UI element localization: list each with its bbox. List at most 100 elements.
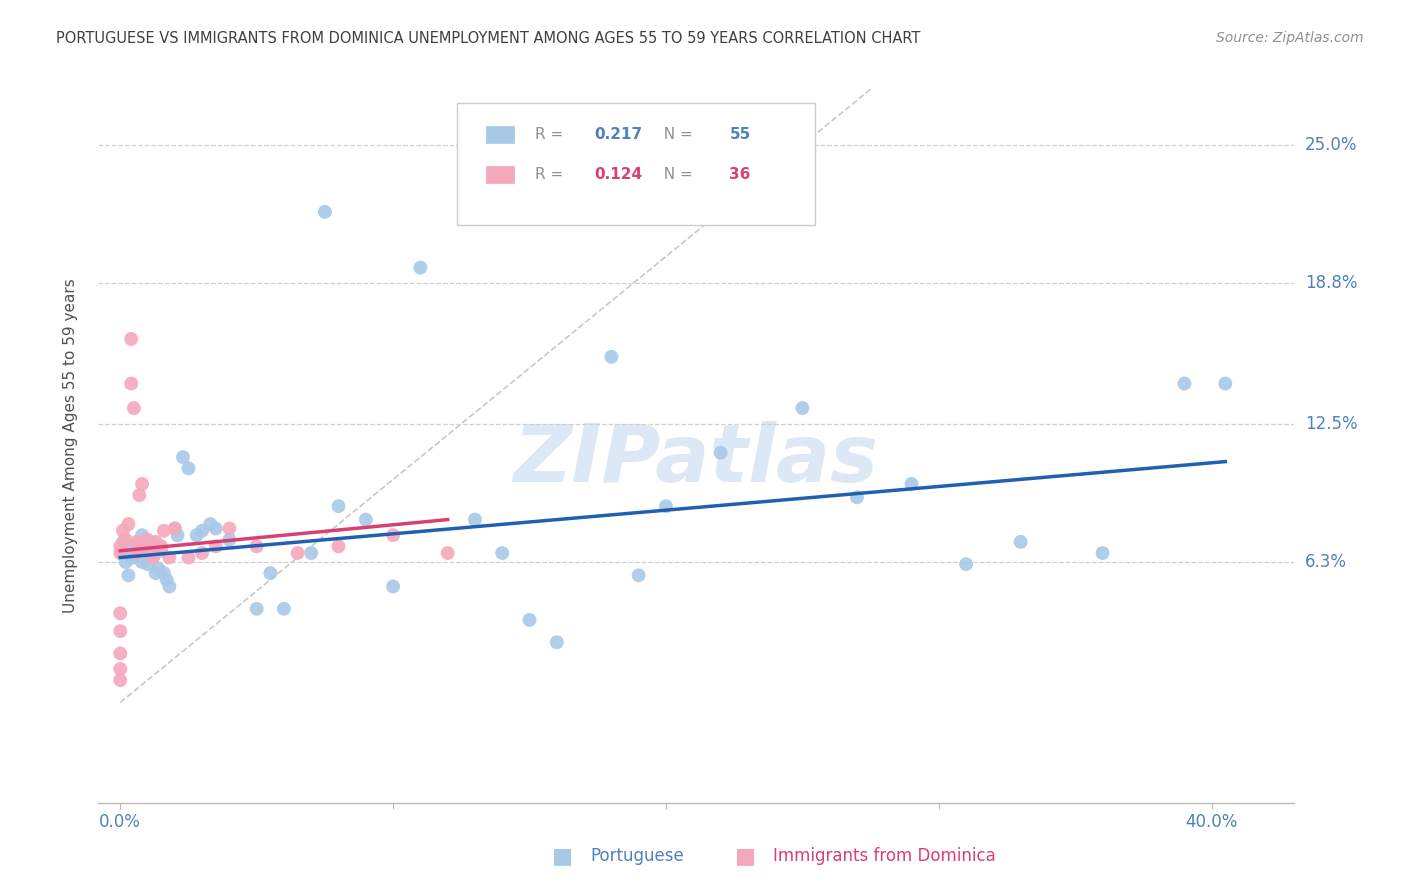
Text: Portuguese: Portuguese (591, 847, 685, 865)
Point (299, 546, 322, 560)
Point (145, 534, 167, 549)
Text: PORTUGUESE VS IMMIGRANTS FROM DOMINICA UNEMPLOYMENT AMONG AGES 55 TO 59 YEARS CO: PORTUGUESE VS IMMIGRANTS FROM DOMINICA U… (56, 31, 921, 46)
Point (172, 450, 194, 464)
Point (191, 524, 214, 538)
Text: R =: R = (534, 168, 568, 182)
Text: 36: 36 (730, 168, 751, 182)
Point (204, 521, 226, 535)
Y-axis label: Unemployment Among Ages 55 to 59 years: Unemployment Among Ages 55 to 59 years (63, 278, 77, 614)
Point (136, 533, 159, 547)
Point (150, 543, 173, 558)
Point (1173, 376, 1195, 391)
Point (128, 488, 150, 502)
Point (111, 534, 134, 549)
Point (204, 539, 226, 553)
Text: ■: ■ (553, 847, 572, 866)
Point (125, 539, 148, 553)
Point (125, 546, 148, 560)
Point (186, 528, 208, 542)
Text: 18.8%: 18.8% (1305, 274, 1357, 293)
Point (287, 546, 309, 560)
Text: 6.3%: 6.3% (1305, 553, 1347, 571)
Point (139, 546, 162, 560)
Text: 12.5%: 12.5% (1305, 415, 1357, 433)
Point (110, 662, 132, 676)
Point (177, 550, 200, 565)
Point (955, 557, 977, 572)
Point (114, 533, 136, 547)
Point (246, 539, 269, 553)
Point (120, 550, 142, 565)
Point (110, 546, 132, 560)
Point (122, 539, 145, 553)
Text: 25.0%: 25.0% (1305, 136, 1357, 154)
Point (259, 566, 281, 581)
Point (409, 260, 432, 275)
Text: Immigrants from Dominica: Immigrants from Dominica (773, 847, 995, 865)
Point (314, 204, 336, 219)
Point (150, 539, 173, 553)
Point (191, 546, 214, 560)
Point (166, 528, 188, 542)
Point (177, 461, 200, 475)
Point (218, 521, 240, 535)
Point (655, 500, 678, 514)
Point (600, 350, 623, 364)
Point (131, 528, 153, 542)
Point (491, 546, 513, 560)
Point (110, 646, 132, 660)
Point (142, 550, 165, 565)
Point (153, 524, 176, 538)
Point (131, 555, 153, 569)
Point (436, 546, 458, 560)
Point (142, 550, 165, 565)
Point (382, 580, 405, 594)
Point (464, 512, 486, 526)
Point (382, 528, 405, 542)
Point (627, 568, 650, 582)
Point (519, 613, 541, 627)
Point (110, 673, 132, 687)
Point (156, 573, 179, 587)
Point (117, 568, 139, 582)
Point (110, 539, 132, 553)
Text: N =: N = (654, 127, 697, 142)
FancyBboxPatch shape (457, 103, 815, 225)
Point (122, 401, 145, 416)
Text: R =: R = (534, 127, 568, 142)
Point (792, 401, 814, 416)
Point (117, 516, 139, 531)
Point (145, 566, 167, 581)
Point (120, 376, 142, 391)
Text: Source: ZipAtlas.com: Source: ZipAtlas.com (1216, 31, 1364, 45)
Point (546, 635, 568, 649)
Point (120, 332, 142, 346)
Text: ZIPatlas: ZIPatlas (513, 421, 879, 500)
Point (845, 490, 868, 504)
Point (163, 521, 186, 535)
Point (328, 500, 350, 514)
FancyBboxPatch shape (485, 126, 515, 143)
Text: 55: 55 (730, 127, 751, 142)
Point (131, 476, 153, 491)
Point (111, 546, 134, 560)
Text: N =: N = (654, 168, 697, 182)
Point (148, 539, 170, 553)
Text: 0.124: 0.124 (595, 168, 643, 182)
Point (134, 543, 156, 558)
Point (153, 566, 176, 581)
FancyBboxPatch shape (485, 166, 515, 184)
Point (134, 539, 156, 553)
Point (1213, 376, 1236, 391)
Point (709, 445, 731, 460)
Point (273, 601, 295, 615)
Point (900, 476, 922, 491)
Point (136, 557, 159, 572)
Point (122, 550, 145, 565)
Point (163, 521, 186, 535)
Point (110, 607, 132, 621)
Point (111, 524, 134, 538)
Point (157, 580, 180, 594)
Point (110, 624, 132, 639)
Point (328, 539, 350, 553)
